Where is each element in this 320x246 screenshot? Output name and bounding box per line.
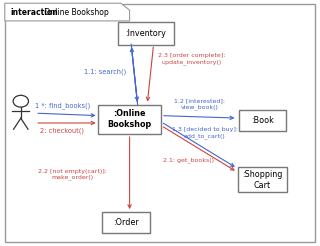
FancyBboxPatch shape xyxy=(99,105,161,134)
Text: :Shopping
Cart: :Shopping Cart xyxy=(242,169,283,190)
Text: 1.1: search(): 1.1: search() xyxy=(84,68,127,75)
Text: Online Bookshop: Online Bookshop xyxy=(42,8,109,17)
Text: 2.1: get_books(): 2.1: get_books() xyxy=(163,157,214,163)
Text: :Book: :Book xyxy=(251,116,274,125)
FancyBboxPatch shape xyxy=(5,4,315,242)
FancyBboxPatch shape xyxy=(239,110,285,131)
Text: :Order: :Order xyxy=(114,218,139,227)
Text: 1 *: find_books(): 1 *: find_books() xyxy=(35,102,90,109)
Text: :Online
Bookshop: :Online Bookshop xyxy=(108,109,152,129)
Text: 1.2 [interested]:
view_book(): 1.2 [interested]: view_book() xyxy=(174,99,226,110)
Text: 1.3 [decided to buy]:
add_to_cart(): 1.3 [decided to buy]: add_to_cart() xyxy=(172,127,238,138)
FancyBboxPatch shape xyxy=(237,167,287,192)
Text: interaction: interaction xyxy=(11,8,58,17)
Text: :Inventory: :Inventory xyxy=(125,29,166,38)
FancyBboxPatch shape xyxy=(102,212,150,233)
Text: 2.2 [not empty(cart)]:
make_order(): 2.2 [not empty(cart)]: make_order() xyxy=(37,169,107,180)
FancyBboxPatch shape xyxy=(118,21,173,45)
Text: 2.3 [order complete]:
update_inventory(): 2.3 [order complete]: update_inventory() xyxy=(158,53,226,65)
Text: 2: checkout(): 2: checkout() xyxy=(40,127,84,134)
Polygon shape xyxy=(5,3,130,21)
